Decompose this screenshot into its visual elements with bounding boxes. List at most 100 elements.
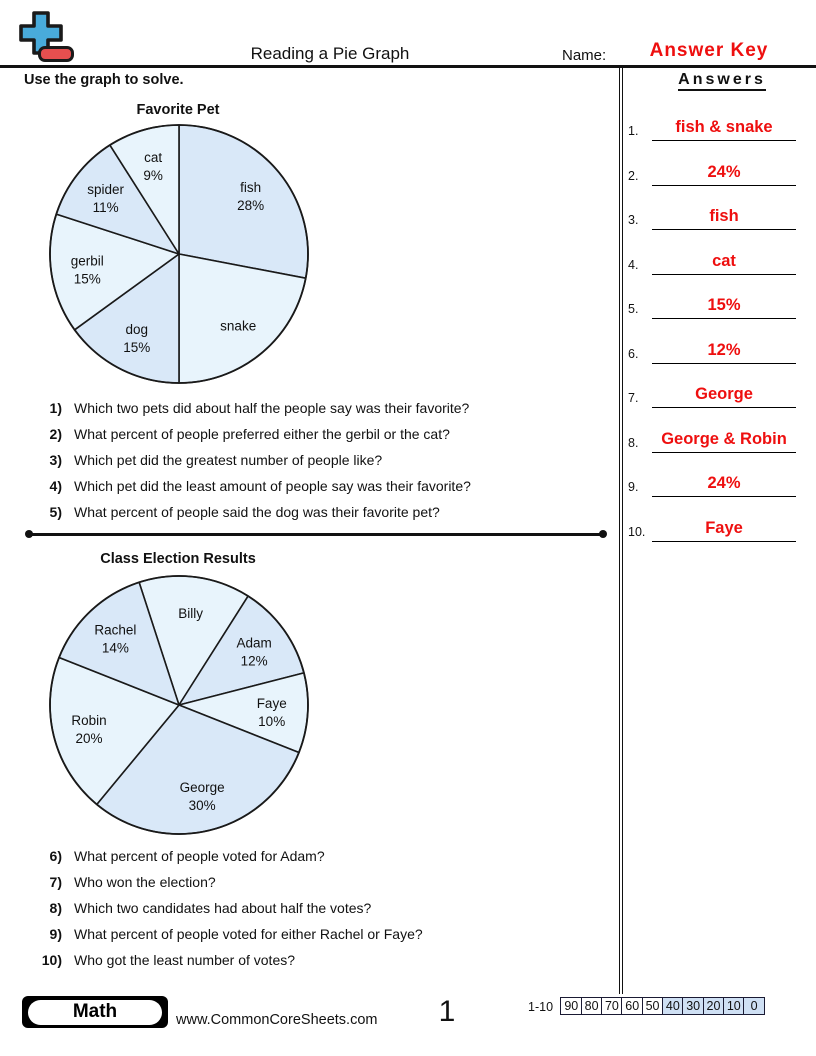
question-number: 5) (49, 504, 62, 520)
answer-item: 8. George & Robin (628, 417, 800, 453)
minus-icon (38, 46, 74, 62)
answer-number: 4. (628, 257, 639, 272)
score-cell: 70 (600, 997, 623, 1015)
answer-item: 1. fish & snake (628, 105, 800, 141)
question-number: 3) (49, 452, 62, 468)
answer-blank: 24% (652, 163, 796, 186)
answer-item: 2. 24% (628, 150, 800, 186)
question-number: 7) (49, 874, 62, 890)
pie-chart-favorite-pet: fish 28% snake dog 15% gerbil 15% spider 11% cat 9… (49, 124, 309, 384)
question-text: Which pet did the least amount of people… (74, 478, 471, 494)
score-cell: 0 (743, 997, 766, 1015)
score-range-label: 1-10 (528, 1000, 554, 1014)
pie-slice-label-snake: snake (220, 319, 256, 334)
answer-item: 3. fish (628, 194, 800, 231)
answer-item: 7. George (628, 372, 800, 409)
pie-slice-label-rachel: Rachel 14% (94, 622, 136, 655)
page-number: 1 (438, 995, 456, 1028)
question-row: 10) Who got the least number of votes? (30, 952, 616, 978)
question-number: 4) (49, 478, 62, 494)
question-number: 10) (41, 952, 62, 968)
name-label: Name: (562, 47, 607, 64)
pie-slice-label-robin: Robin 20% (71, 713, 106, 746)
chart-title-favorite-pet: Favorite Pet (136, 102, 220, 118)
score-cell: 30 (682, 997, 705, 1015)
answer-key-text: Answer Key (649, 40, 769, 61)
header-rule (0, 65, 816, 68)
question-number: 8) (49, 900, 62, 916)
questions-set-2: 6) What percent of people voted for Adam… (30, 848, 616, 978)
answer-blank: George (652, 385, 796, 409)
page-title: Reading a Pie Graph (250, 44, 410, 63)
answers-heading: Answers (640, 71, 804, 91)
answer-blank: 24% (652, 474, 796, 498)
question-row: 3) Which pet did the greatest number of … (30, 452, 616, 478)
answer-blank: Faye (652, 519, 796, 542)
question-text: What percent of people preferred either … (74, 426, 450, 442)
answer-number: 9. (628, 480, 639, 495)
question-row: 9) What percent of people voted for eith… (30, 926, 616, 952)
answer-blank: 15% (652, 296, 796, 320)
question-row: 2) What percent of people preferred eith… (30, 426, 616, 452)
pie-chart-class-election: Billy Adam 12% Faye 10% George 30% Robin 20% Rach… (49, 575, 309, 835)
website-text: www.CommonCoreSheets.com (176, 1012, 378, 1028)
answer-number: 6. (628, 346, 639, 361)
pie-outline (49, 575, 309, 835)
question-text: Who won the election? (74, 874, 216, 890)
question-number: 6) (49, 848, 62, 864)
score-cell: 80 (580, 997, 603, 1015)
chart-title-class-election: Class Election Results (100, 551, 256, 567)
question-row: 8) Which two candidates had about half t… (30, 900, 616, 926)
pie-slice-label-fish: fish 28% (237, 180, 264, 213)
answer-item: 4. cat (628, 239, 800, 275)
answer-blank: fish & snake (652, 118, 796, 141)
question-text: Who got the least number of votes? (74, 952, 296, 968)
section-divider (25, 530, 607, 538)
question-text: What percent of people voted for Adam? (74, 848, 325, 864)
question-row: 5) What percent of people said the dog w… (30, 504, 616, 530)
score-cell: 50 (641, 997, 664, 1015)
question-number: 1) (49, 400, 62, 416)
pie-slice-label-billy: Billy (178, 606, 203, 621)
questions-set-1: 1) Which two pets did about half the peo… (30, 400, 616, 530)
question-text: What percent of people voted for either … (74, 926, 423, 942)
answer-number: 8. (628, 435, 639, 450)
question-text: Which two pets did about half the people… (74, 400, 470, 416)
question-row: 4) Which pet did the least amount of peo… (30, 478, 616, 504)
answer-number: 2. (628, 168, 639, 183)
pie-slice-label-adam: Adam 12% (236, 635, 271, 668)
score-track: 90 80 70 60 50 40 30 20 10 0 (560, 997, 766, 1015)
answer-item: 10. Faye (628, 506, 800, 542)
answer-number: 10. (628, 524, 646, 539)
answer-blank: 12% (652, 341, 796, 364)
question-row: 6) What percent of people voted for Adam… (30, 848, 616, 874)
score-cell: 60 (621, 997, 644, 1015)
answer-number: 1. (628, 124, 639, 138)
pie-slice-label-george: George 30% (180, 780, 225, 813)
question-row: 7) Who won the election? (30, 874, 616, 900)
answer-number: 7. (628, 391, 639, 406)
score-cell: 20 (702, 997, 725, 1015)
question-text: Which two candidates had about half the … (74, 900, 372, 916)
answer-number: 5. (628, 302, 639, 317)
answer-blank: fish (652, 207, 796, 231)
score-cell: 90 (560, 997, 583, 1015)
answer-item: 6. 12% (628, 328, 800, 364)
commoncoresheets-logo (19, 11, 74, 62)
pie-slice-label-gerbil: gerbil 15% (71, 254, 104, 287)
question-number: 2) (49, 426, 62, 442)
pie-slice-label-faye: Faye 10% (257, 696, 287, 729)
question-text: What percent of people said the dog was … (74, 504, 440, 520)
subject-label: Math (28, 999, 162, 1025)
vertical-divider (619, 68, 623, 994)
answer-number: 3. (628, 213, 639, 228)
score-cell: 40 (661, 997, 684, 1015)
answer-item: 5. 15% (628, 283, 800, 320)
pie-outline (49, 124, 309, 384)
question-row: 1) Which two pets did about half the peo… (30, 400, 616, 426)
pie-slice-label-dog: dog 15% (123, 322, 150, 355)
pie-slice-label-cat: cat 9% (143, 150, 163, 183)
answer-blank: cat (652, 252, 796, 275)
instruction-text: Use the graph to solve. (24, 72, 184, 88)
